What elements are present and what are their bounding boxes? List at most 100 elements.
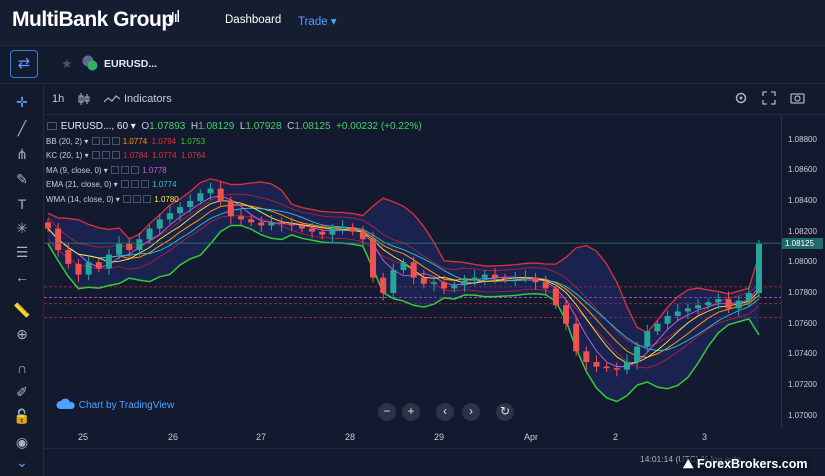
candle-body: [105, 254, 112, 269]
indicators-button[interactable]: Indicators: [124, 93, 172, 105]
candle-body: [268, 222, 275, 226]
candle-body: [237, 216, 244, 220]
chevron-down-icon[interactable]: ⌄: [16, 454, 28, 470]
tradingview-credit[interactable]: Chart by TradingView: [56, 398, 174, 411]
close-icon[interactable]: [111, 136, 120, 145]
nav-trade[interactable]: Trade ▾: [298, 16, 337, 28]
candle-body: [705, 302, 712, 306]
settings-icon[interactable]: [101, 136, 110, 145]
settings-icon[interactable]: [101, 151, 110, 159]
candle-body: [95, 262, 102, 269]
chart-area[interactable]: [44, 115, 825, 476]
symbol-name[interactable]: EURUSD...: [104, 58, 158, 70]
candle-body: [461, 280, 468, 286]
candlestick-chart[interactable]: [44, 115, 781, 428]
legend-ma[interactable]: MA (9, close, 0) ▾ 1.0778: [46, 165, 167, 175]
time-axis[interactable]: 25 26 27 28 29 Apr 2 3: [44, 428, 781, 448]
price-axis[interactable]: 1.08800 1.08600 1.08400 1.08200 1.08000 1.078…: [781, 115, 825, 428]
currency-pair-icon: [82, 55, 98, 71]
star-icon[interactable]: ★: [61, 56, 73, 71]
legend-wma[interactable]: WMA (14, close, 0) ▾ 1.0780: [46, 194, 179, 204]
legend-symbol[interactable]: EURUSD..., 60 ▾: [60, 121, 136, 132]
ruler-icon[interactable]: 📏: [13, 302, 31, 318]
fib-icon[interactable]: ☰: [15, 244, 29, 260]
price-tick: 1.07800: [788, 287, 817, 297]
close-icon[interactable]: [111, 151, 120, 159]
bollinger-fill: [48, 178, 759, 402]
swap-icon[interactable]: ⇄: [10, 50, 38, 78]
candle-body: [552, 288, 559, 306]
legend-low: 1.07928: [245, 121, 282, 132]
arrow-left-icon[interactable]: ←: [15, 269, 29, 285]
candle-body: [309, 228, 316, 232]
timeframe-button[interactable]: 1h: [52, 93, 65, 105]
candle-body: [542, 282, 549, 289]
candle-body: [126, 243, 133, 251]
trendline-icon[interactable]: ╱: [17, 120, 27, 136]
settings-gear-icon[interactable]: [734, 91, 748, 105]
candle-type-icon[interactable]: [78, 92, 90, 106]
candle-body: [522, 277, 529, 279]
candle-body: [512, 277, 519, 280]
scroll-right-button[interactable]: ›: [462, 403, 480, 421]
price-tick: 1.08000: [788, 257, 817, 267]
broker-logo-icon: ⛰: [683, 457, 694, 471]
candle-body: [695, 305, 702, 309]
indicators-icon[interactable]: [104, 93, 120, 105]
crosshair-icon[interactable]: ✛: [16, 94, 28, 110]
legend-kc[interactable]: KC (20, 1) ▾ 1.0784 1.0774 1.0764: [46, 151, 206, 160]
text-icon[interactable]: T: [17, 196, 27, 212]
price-tick: 1.07600: [788, 318, 817, 328]
time-tick: 26: [168, 432, 179, 442]
candle-body: [471, 277, 478, 281]
close-icon[interactable]: [131, 165, 140, 174]
eye-icon[interactable]: [111, 165, 120, 174]
brand-bars-icon: [169, 10, 179, 22]
scroll-left-button[interactable]: ‹: [436, 403, 454, 421]
candle-body: [349, 227, 356, 232]
legend-ema[interactable]: EMA (21, close, 0) ▾ 1.0774: [46, 180, 177, 189]
candle-body: [65, 250, 72, 264]
settings-icon[interactable]: [121, 165, 130, 174]
eye-icon[interactable]: [123, 194, 132, 203]
eye-icon[interactable]: [91, 151, 100, 159]
settings-icon[interactable]: [130, 180, 139, 188]
zoom-out-button[interactable]: −: [378, 403, 396, 421]
time-tick: 27: [256, 432, 267, 442]
camera-icon[interactable]: [790, 91, 805, 105]
candle-body: [288, 223, 295, 226]
pitchfork-icon[interactable]: ⋔: [16, 146, 28, 162]
eye-icon[interactable]: [91, 136, 100, 145]
price-tick: 1.08600: [788, 165, 817, 175]
magnet-icon[interactable]: ∩: [16, 360, 28, 376]
candle-body: [563, 305, 570, 324]
zoom-in-icon[interactable]: ⊕: [16, 326, 28, 342]
close-icon[interactable]: [143, 194, 152, 203]
pattern-icon[interactable]: ✳: [16, 220, 28, 236]
brand-logo[interactable]: MultiBank Group: [12, 8, 174, 31]
candle-body: [116, 243, 123, 255]
candle-body: [715, 299, 722, 303]
nav-dashboard[interactable]: Dashboard: [225, 14, 282, 26]
legend-close: 1.08125: [294, 121, 331, 132]
lock-draw-icon[interactable]: ✐: [16, 384, 28, 400]
top-navigation: MultiBank Group Dashboard Trade ▾: [0, 0, 825, 46]
candle-body: [75, 263, 82, 275]
reset-chart-button[interactable]: ↻: [496, 403, 514, 421]
candle-body: [684, 308, 691, 312]
bollinger-upper: [47, 178, 760, 334]
candle-body: [390, 269, 397, 293]
lock-icon[interactable]: 🔓: [13, 408, 31, 424]
eye-icon[interactable]: ◉: [15, 434, 29, 450]
zoom-in-button[interactable]: +: [402, 403, 420, 421]
brush-icon[interactable]: ✎: [16, 171, 28, 187]
candle-body: [207, 188, 214, 194]
close-icon[interactable]: [140, 180, 149, 188]
symbol-square-icon: [47, 122, 57, 130]
fullscreen-icon[interactable]: [762, 91, 776, 105]
legend-bb[interactable]: BB (20, 2) ▾ 1.0774 1.0794 1.0753: [46, 136, 206, 146]
candle-body: [258, 222, 265, 226]
candle-body: [217, 188, 224, 201]
eye-icon[interactable]: [120, 180, 129, 188]
settings-icon[interactable]: [133, 194, 142, 203]
